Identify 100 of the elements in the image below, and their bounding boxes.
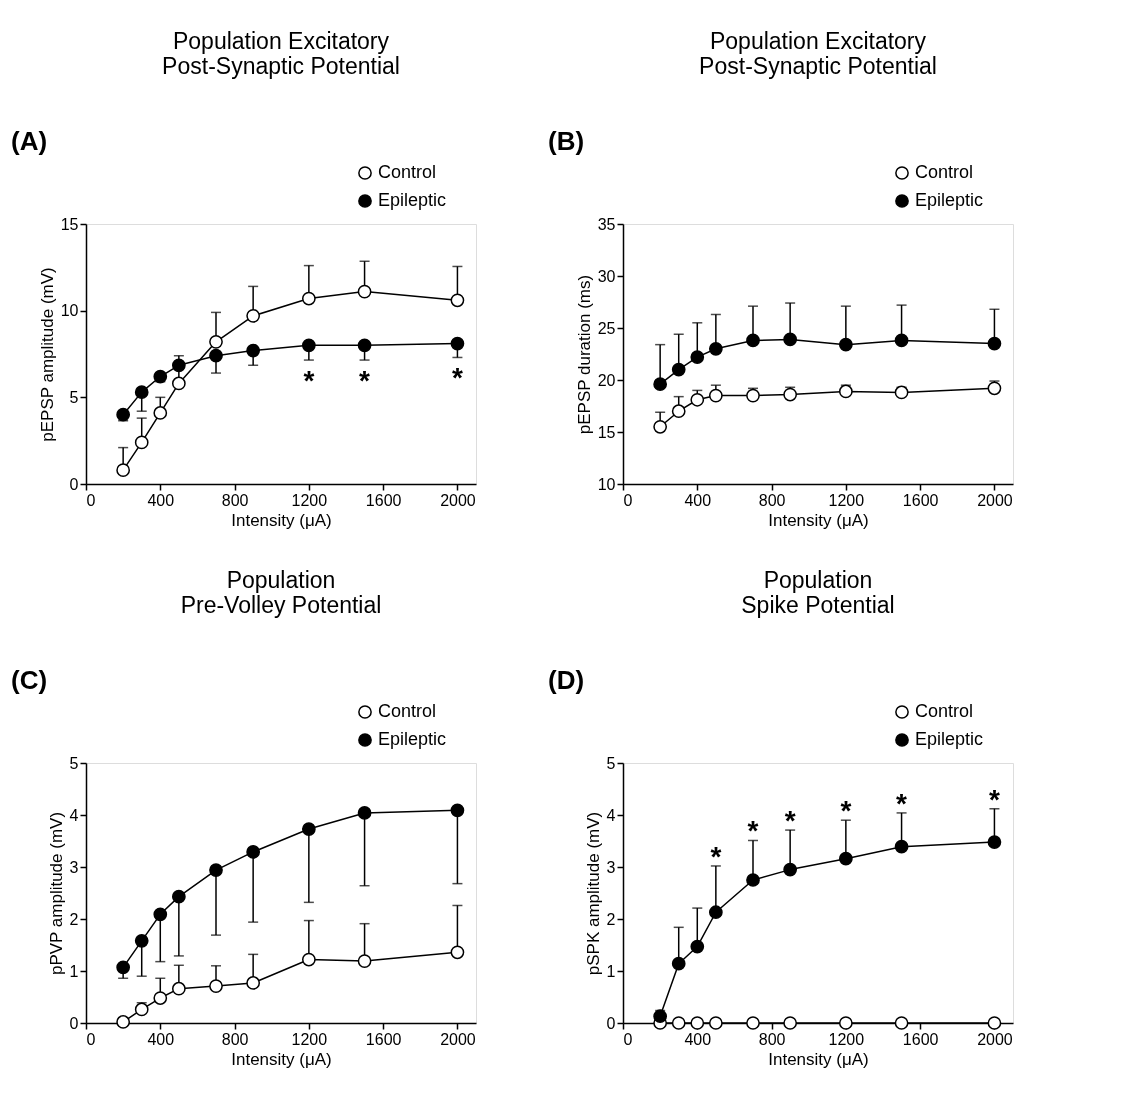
- text: (D): [548, 665, 585, 695]
- point: [134, 933, 149, 948]
- x-tick-label: 0: [86, 491, 96, 509]
- y-tick-label: 15: [60, 215, 79, 233]
- point: [894, 333, 909, 348]
- x-tick-label: 1600: [902, 491, 939, 509]
- x-tick-label: 0: [623, 1030, 633, 1048]
- point: [301, 338, 316, 353]
- point: [783, 862, 798, 877]
- y-tick-label: 1: [606, 962, 616, 980]
- point: [209, 863, 223, 877]
- x-axis-title: Intensity (μA): [231, 1049, 332, 1069]
- point: [171, 889, 186, 904]
- point: [746, 1016, 760, 1030]
- legend-label: Control: [378, 162, 437, 182]
- x-tick-label: 800: [221, 491, 249, 509]
- y-tick-label: 30: [597, 267, 616, 285]
- annotation: *: [840, 795, 852, 827]
- y-tick-label: 5: [69, 388, 79, 406]
- point: [301, 952, 316, 967]
- x-tick-label: 2000: [977, 1030, 1013, 1048]
- y-tick-label: 35: [597, 215, 616, 233]
- y-tick-label: 20: [597, 371, 616, 389]
- x-tick-label: 1200: [291, 491, 328, 509]
- chart-title: Population Excitatory Post-Synaptic Potential: [699, 28, 937, 79]
- point: [153, 907, 168, 922]
- point: [894, 839, 909, 854]
- point: [209, 348, 223, 363]
- point: [746, 873, 760, 887]
- y-axis-title: pEPSP duration (ms): [574, 274, 594, 435]
- y-tick-label: 3: [69, 858, 79, 876]
- point: [116, 1015, 131, 1029]
- y-tick-label: 4: [606, 806, 616, 824]
- point: [357, 284, 372, 299]
- x-tick-label: 1200: [828, 491, 865, 509]
- x-tick-label: 1600: [365, 491, 402, 509]
- x-tick-label: 400: [684, 491, 712, 509]
- x-tick-label: 800: [221, 1030, 249, 1048]
- x-tick-label: 2000: [977, 491, 1013, 509]
- legend-label: Control: [915, 701, 974, 721]
- y-tick-label: 2: [69, 910, 79, 928]
- point: [653, 419, 668, 434]
- x-tick-label: 2000: [440, 491, 476, 509]
- point: [116, 960, 131, 975]
- legend-label: Control: [378, 701, 437, 721]
- point: [153, 406, 168, 420]
- point: [783, 332, 798, 347]
- point: [838, 1016, 853, 1030]
- point: [450, 945, 465, 960]
- point: [116, 407, 131, 422]
- x-tick-label: 400: [147, 491, 175, 509]
- y-tick-label: 10: [60, 302, 79, 320]
- x-tick-label: 0: [86, 1030, 96, 1048]
- point: [209, 979, 223, 993]
- point: [171, 358, 186, 373]
- point: [783, 1016, 798, 1030]
- x-tick-label: 2000: [440, 1030, 476, 1048]
- point: [171, 981, 186, 996]
- point: [838, 851, 853, 866]
- y-tick-label: 15: [597, 423, 616, 441]
- chart-title: Population Excitatory Post-Synaptic Potential: [162, 28, 400, 79]
- point: [987, 336, 1002, 351]
- point: [301, 822, 316, 836]
- legend-label: Epileptic: [915, 729, 984, 749]
- point: [690, 392, 705, 407]
- point: [690, 350, 705, 364]
- y-tick-label: 0: [606, 1014, 616, 1032]
- point: [246, 343, 261, 358]
- point: [153, 369, 168, 384]
- point: [894, 385, 909, 400]
- point: [357, 806, 372, 820]
- x-tick-label: 800: [758, 1030, 786, 1048]
- point: [783, 387, 798, 402]
- y-axis-title: pEPSP amplitude (mV): [37, 267, 57, 442]
- point: [671, 362, 686, 377]
- y-tick-label: 10: [597, 475, 616, 493]
- y-tick-label: 0: [69, 1014, 79, 1032]
- point: [153, 991, 168, 1005]
- point: [838, 337, 853, 352]
- x-tick-label: 0: [623, 491, 633, 509]
- legend-label: Epileptic: [378, 190, 447, 210]
- legend-label: Control: [915, 162, 974, 182]
- y-axis-title: pSPK amplitude (mV): [583, 811, 603, 976]
- x-tick-label: 1600: [365, 1030, 402, 1048]
- x-axis-title: Intensity (μA): [231, 510, 332, 530]
- point: [894, 1016, 909, 1030]
- point: [246, 309, 261, 323]
- x-tick-label: 1200: [291, 1030, 328, 1048]
- point: [134, 435, 149, 450]
- annotation: *: [710, 840, 722, 872]
- point: [671, 404, 686, 419]
- annotation: *: [451, 362, 463, 394]
- text: (B): [548, 126, 585, 156]
- text: (A): [11, 126, 48, 156]
- point: [450, 803, 465, 818]
- y-tick-label: 0: [69, 475, 79, 493]
- x-axis-title: Intensity (μA): [768, 510, 869, 530]
- point: [357, 954, 372, 968]
- point: [653, 1009, 668, 1024]
- annotation: *: [784, 805, 796, 837]
